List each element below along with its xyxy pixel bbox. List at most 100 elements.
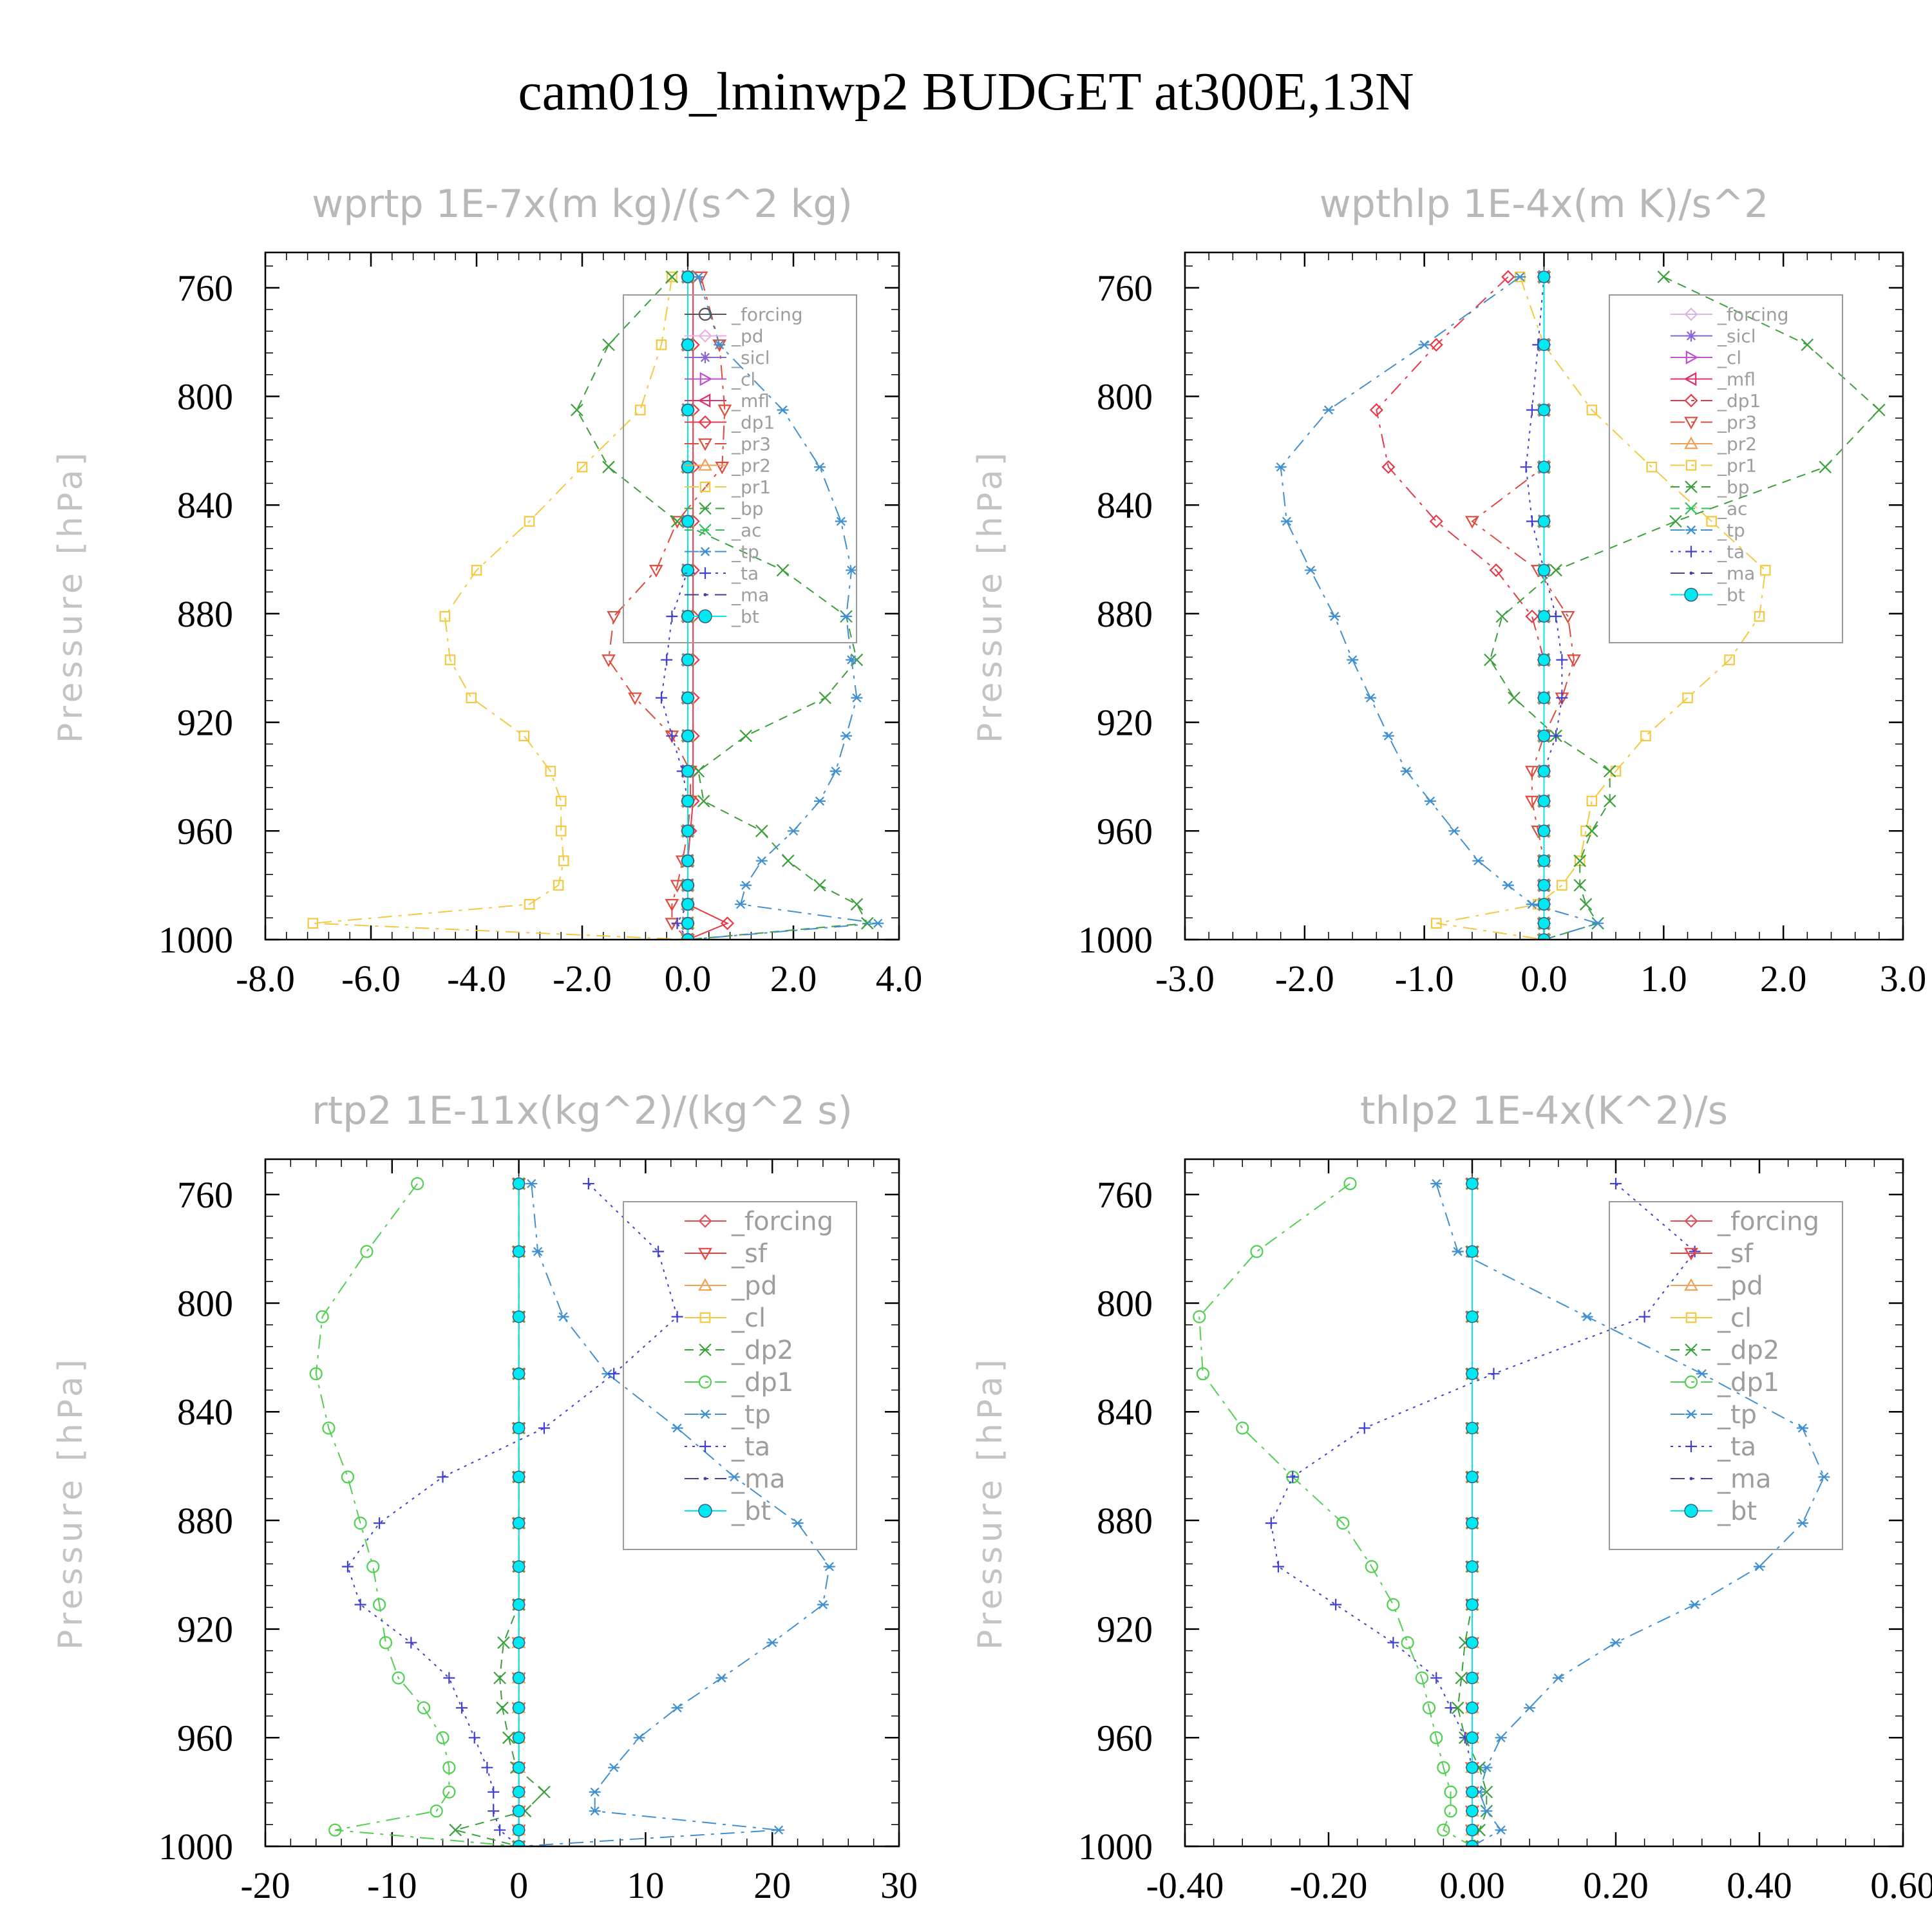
legend-marker <box>698 1375 712 1389</box>
legend-label: _cl <box>1717 1303 1752 1333</box>
y-tick-label: 800 <box>177 376 233 418</box>
series-dp2 <box>449 1177 551 1846</box>
data-point <box>1455 1671 1468 1685</box>
series-ta <box>1265 1177 1701 1846</box>
data-point <box>1481 1806 1493 1816</box>
data-point <box>1466 1560 1479 1573</box>
legend-entry: _bp <box>685 498 764 519</box>
data-point <box>322 1421 336 1435</box>
legend-marker <box>1689 571 1693 575</box>
x-tick-label: 0.0 <box>1520 958 1567 999</box>
data-point <box>437 1471 449 1483</box>
data-point <box>814 796 826 806</box>
legend-label: _sf <box>731 1239 768 1269</box>
legend-label: _bt <box>1717 1497 1757 1526</box>
data-point <box>681 653 694 667</box>
legend-marker <box>703 1477 707 1481</box>
series-line <box>607 276 726 940</box>
data-point <box>442 1761 456 1774</box>
data-point <box>1573 854 1587 867</box>
data-point <box>1754 611 1765 622</box>
legend-label: _ta <box>731 563 759 584</box>
data-point <box>1466 1804 1479 1817</box>
data-point <box>656 339 667 350</box>
series-bt <box>1466 1177 1479 1846</box>
legend-label: _forcing <box>1717 1207 1819 1236</box>
data-point <box>1280 516 1293 526</box>
data-point <box>411 1177 424 1191</box>
y-tick-label: 800 <box>1097 376 1153 418</box>
legend-entry: _mfl <box>685 390 770 412</box>
legend-entry: _bt <box>685 1497 771 1526</box>
data-point <box>555 795 567 807</box>
x-tick-label: 0 <box>509 1864 528 1906</box>
x-tick-label: -8.0 <box>236 958 295 999</box>
series-dp1 <box>309 1177 526 1846</box>
legend-entry: _sf <box>685 1239 768 1269</box>
data-point <box>512 1367 526 1380</box>
data-point <box>1556 654 1568 666</box>
legend-label: _pr2 <box>1717 433 1757 455</box>
data-point <box>1430 1731 1443 1745</box>
legend-marker <box>1684 1214 1698 1228</box>
data-point <box>1537 854 1551 867</box>
data-point <box>1381 460 1396 474</box>
main-title: cam019_lminwp2 BUDGET at300E,13N <box>518 62 1414 122</box>
y-tick-label: 840 <box>177 1391 233 1433</box>
data-point <box>1560 611 1575 624</box>
data-point <box>851 693 863 703</box>
data-point <box>512 1245 526 1258</box>
data-point <box>628 692 642 705</box>
data-point <box>1586 795 1598 807</box>
data-point <box>1581 1312 1593 1321</box>
data-point <box>1525 609 1539 623</box>
legend-label: _pr3 <box>731 433 771 455</box>
data-point <box>681 460 694 473</box>
data-point <box>823 1562 835 1571</box>
plot-area <box>1193 1159 1830 1846</box>
y-tick-label: 920 <box>1097 702 1153 744</box>
data-point <box>1466 1785 1479 1799</box>
data-point <box>1323 405 1334 415</box>
legend-entry: _dp1 <box>685 412 775 433</box>
data-point <box>697 795 710 808</box>
legend-label: _sicl <box>731 347 770 368</box>
data-point <box>1550 611 1562 623</box>
data-point <box>1415 1671 1429 1685</box>
data-point <box>488 1786 500 1798</box>
data-point <box>840 612 852 621</box>
legend-label: _tp <box>1717 520 1745 541</box>
legend-entry: _tp <box>685 541 759 562</box>
plot-area <box>307 252 884 940</box>
data-point <box>1524 1703 1536 1712</box>
data-point <box>512 1731 526 1745</box>
data-point <box>1537 729 1551 743</box>
data-point <box>1537 878 1551 892</box>
data-point <box>374 1517 386 1530</box>
data-point <box>1358 1422 1370 1434</box>
data-point <box>444 654 456 665</box>
data-point <box>1669 515 1682 528</box>
data-point <box>681 933 694 940</box>
data-point <box>1552 1673 1564 1683</box>
data-point <box>735 900 746 909</box>
data-point <box>776 564 790 577</box>
data-point <box>1550 730 1562 742</box>
data-point <box>1466 1701 1479 1714</box>
data-point <box>652 1245 665 1258</box>
legend-label: _ta <box>1717 541 1745 562</box>
data-point <box>715 1673 728 1683</box>
legend-entry: _ta <box>1671 541 1745 562</box>
data-point <box>717 404 732 417</box>
x-tick-label: 0.20 <box>1583 1864 1649 1906</box>
data-point <box>1466 1421 1479 1435</box>
data-point <box>1193 1310 1206 1323</box>
data-point <box>1796 1423 1808 1433</box>
data-point <box>545 766 556 777</box>
data-point <box>1272 1560 1284 1573</box>
legend-label: _pd <box>731 1271 777 1301</box>
x-tick-label: -4.0 <box>447 958 506 999</box>
data-point <box>1537 460 1551 473</box>
data-point <box>1382 731 1394 741</box>
legend-label: _cl <box>731 368 755 390</box>
